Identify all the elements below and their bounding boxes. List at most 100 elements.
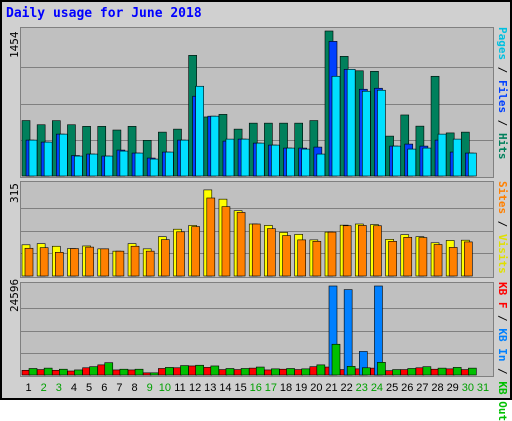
day-label-19: 19 (295, 382, 308, 394)
bar-sites-day-4 (70, 248, 79, 277)
bar-sites-day-29 (448, 247, 458, 277)
bar-sites-day-12 (191, 226, 200, 277)
bar-sites-day-10 (161, 239, 170, 277)
bar-sites-day-19 (297, 239, 307, 277)
bar-kb-out-day-12 (195, 364, 204, 376)
day-label-15: 15 (234, 382, 247, 394)
bar-pages-day-28 (437, 133, 447, 177)
bar-pages-day-10 (165, 151, 174, 177)
bar-pages-day-26 (407, 148, 417, 177)
bar-pages-day-6 (104, 155, 114, 177)
day-label-4: 4 (70, 382, 77, 394)
bar-sites-day-24 (373, 225, 382, 277)
bar-pages-day-4 (74, 155, 83, 177)
bar-sites-day-25 (388, 241, 397, 277)
day-label-30: 30 (461, 382, 474, 394)
bar-kb-out-day-5 (89, 366, 98, 376)
bar-sites-day-2 (39, 247, 49, 277)
day-label-7: 7 (116, 382, 123, 394)
bar-kb-out-day-9 (149, 372, 159, 376)
day-label-22: 22 (340, 382, 353, 394)
bar-sites-day-7 (115, 250, 125, 277)
bar-pages-day-29 (452, 138, 462, 177)
bar-sites-day-18 (282, 235, 291, 277)
bar-sites-day-23 (357, 225, 367, 277)
bar-pages-day-2 (43, 141, 53, 177)
day-label-28: 28 (431, 382, 444, 394)
bar-pages-day-30 (468, 152, 477, 177)
bar-kb-out-day-22 (346, 366, 356, 376)
bar-kb-out-day-25 (392, 369, 401, 376)
bar-kb-out-day-15 (240, 368, 250, 376)
bar-pages-day-19 (301, 148, 311, 177)
bar-pages-day-8 (134, 152, 144, 177)
bar-kb-out-day-21 (331, 343, 341, 376)
bar-pages-day-9 (149, 158, 159, 177)
bar-sites-day-16 (251, 223, 261, 277)
bar-kb-out-day-29 (452, 367, 462, 376)
bar-pages-day-15 (240, 138, 250, 177)
bar-pages-day-13 (210, 115, 220, 177)
day-label-11: 11 (174, 382, 186, 394)
bar-kb-out-day-13 (210, 365, 220, 376)
bar-sites-day-15 (236, 212, 246, 277)
bar-sites-day-5 (85, 246, 94, 277)
bar-kb-out-day-8 (134, 368, 144, 376)
bar-pages-day-12 (195, 85, 204, 177)
day-label-25: 25 (385, 382, 399, 394)
bar-kb-out-day-17 (271, 368, 280, 376)
bar-pages-day-11 (180, 139, 189, 177)
bar-kb-in-day-22 (343, 289, 353, 376)
bar-kb-out-day-18 (286, 368, 295, 376)
day-label-2: 2 (40, 382, 47, 394)
bar-pages-day-1 (28, 139, 38, 177)
bar-pages-day-22 (346, 68, 356, 177)
day-label-5: 5 (86, 382, 93, 394)
bar-sites-day-13 (206, 197, 216, 277)
day-label-31: 31 (476, 382, 490, 394)
bar-pages-day-16 (255, 142, 265, 177)
bar-kb-out-day-27 (422, 366, 432, 376)
day-label-6: 6 (101, 382, 108, 394)
bar-pages-day-25 (392, 145, 401, 177)
day-label-14: 14 (219, 382, 232, 394)
bar-kb-out-day-3 (58, 368, 68, 376)
bar-sites-day-20 (312, 241, 322, 277)
bar-sites-day-26 (403, 236, 413, 277)
bar-kb-out-day-11 (180, 365, 189, 376)
bar-sites-day-6 (100, 248, 110, 277)
bar-pages-day-18 (286, 147, 295, 177)
day-label-9: 9 (146, 382, 153, 394)
bar-sites-day-30 (464, 241, 473, 277)
bar-sites-day-27 (418, 237, 428, 277)
bar-pages-day-20 (316, 153, 326, 177)
bar-pages-day-23 (361, 90, 371, 177)
chart-title: Daily usage for June 2018 (6, 6, 202, 21)
bar-pages-day-24 (377, 89, 386, 177)
bar-kb-out-day-10 (165, 367, 174, 376)
chart-bars (21, 30, 493, 376)
bar-kb-out-day-30 (468, 367, 477, 376)
day-label-13: 13 (204, 382, 217, 394)
bar-kb-out-day-23 (361, 367, 371, 376)
bar-sites-day-21 (327, 231, 337, 277)
bar-kb-out-day-1 (28, 368, 38, 376)
day-label-8: 8 (131, 382, 138, 394)
bar-sites-day-3 (54, 252, 64, 277)
bar-pages-day-7 (119, 150, 129, 177)
day-label-1: 1 (25, 382, 32, 394)
day-label-20: 20 (310, 382, 323, 394)
bar-pages-day-14 (225, 138, 235, 177)
bar-kb-in-day-24 (374, 285, 383, 376)
day-label-10: 10 (158, 382, 171, 394)
bar-sites-day-11 (176, 231, 185, 277)
day-label-27: 27 (416, 382, 429, 394)
bar-kb-out-day-4 (74, 369, 83, 376)
day-label-26: 26 (401, 382, 414, 394)
bar-sites-day-17 (267, 228, 276, 277)
bar-pages-day-21 (331, 75, 341, 177)
bar-pages-day-17 (271, 144, 280, 177)
bar-kb-out-day-24 (377, 362, 386, 376)
day-label-12: 12 (189, 382, 202, 394)
